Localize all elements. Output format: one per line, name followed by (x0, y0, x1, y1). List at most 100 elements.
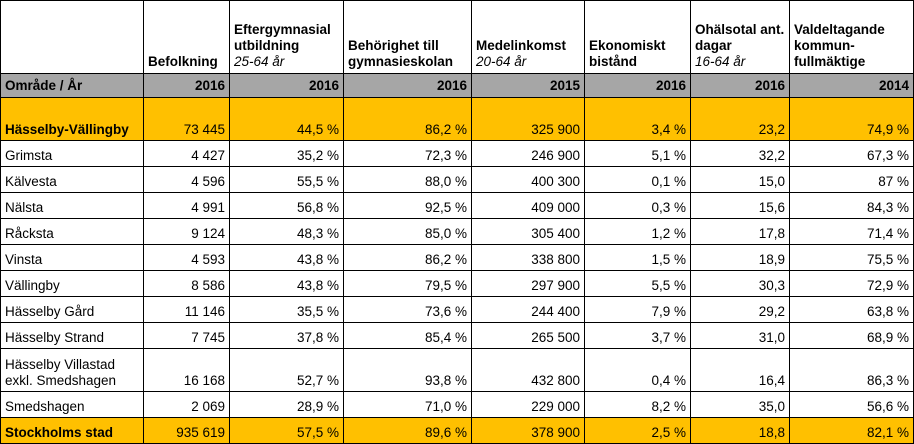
row-label-cell: Vinsta (0, 244, 144, 271)
value-cell: 85,4 % (343, 322, 472, 349)
table-row: Smedshagen 2 069 28,9 % 71,0 % 229 000 8,2 % 3… (0, 391, 914, 418)
row-label-cell: Nälsta (0, 192, 144, 219)
value-cell: 85,0 % (343, 218, 472, 245)
year-row: Område / År 2016 2016 2016 2015 2016 201… (0, 73, 914, 98)
table-row: Kälvesta 4 596 55,5 % 88,0 % 400 300 0,1 % 15,… (0, 166, 914, 193)
table-row: Hässelby Villastad exkl. Smedshagen 16 16… (0, 348, 914, 392)
value-cell: 43,8 % (229, 244, 344, 271)
value-cell: 79,5 % (343, 270, 472, 297)
value-cell: 4 593 (143, 244, 230, 271)
value-cell: 15,0 (690, 166, 790, 193)
row-label-cell: Stockholms stad (0, 417, 144, 444)
value-cell: 31,0 (690, 322, 790, 349)
row-label-cell: Smedshagen (0, 391, 144, 418)
row-label-cell: Hässelby Villastad exkl. Smedshagen (0, 348, 144, 392)
value-cell: 48,3 % (229, 218, 344, 245)
header-cell-voter-turnout: Valdeltagande kommun-fullmäktige (789, 0, 914, 74)
value-cell: 72,9 % (789, 270, 914, 297)
value-cell: 3,7 % (584, 322, 691, 349)
table-row: Råcksta 9 124 48,3 % 85,0 % 305 400 1,2 % 17,8… (0, 218, 914, 245)
value-cell: 75,5 % (789, 244, 914, 271)
row-label-cell: Råcksta (0, 218, 144, 245)
value-cell: 92,5 % (343, 192, 472, 219)
value-cell: 67,3 % (789, 140, 914, 167)
value-cell: 3,4 % (584, 97, 691, 141)
value-cell: 93,8 % (343, 348, 472, 392)
value-cell: 68,9 % (789, 322, 914, 349)
header-row: Befolkning Eftergymnasial utbildning 25-6… (0, 0, 914, 74)
value-cell: 2 069 (143, 391, 230, 418)
value-cell: 305 400 (471, 218, 585, 245)
value-cell: 37,8 % (229, 322, 344, 349)
value-cell: 1,5 % (584, 244, 691, 271)
year-cell: 2016 (343, 73, 472, 98)
value-cell: 63,8 % (789, 296, 914, 323)
table-row: Hässelby Gård 11 146 35,5 % 73,6 % 244 400 7,… (0, 296, 914, 323)
year-cell: Område / År (0, 73, 144, 98)
value-cell: 229 000 (471, 391, 585, 418)
value-cell: 23,2 (690, 97, 790, 141)
value-cell: 89,6 % (343, 417, 472, 444)
value-cell: 16 168 (143, 348, 230, 392)
value-cell: 88,0 % (343, 166, 472, 193)
year-cell: 2016 (143, 73, 230, 98)
value-cell: 82,1 % (789, 417, 914, 444)
value-cell: 73 445 (143, 97, 230, 141)
row-label-cell: Kälvesta (0, 166, 144, 193)
header-cell-financial-assistance: Ekonomiskt bistånd (584, 0, 691, 74)
row-label-cell: Vällingby (0, 270, 144, 297)
value-cell: 297 900 (471, 270, 585, 297)
value-cell: 35,2 % (229, 140, 344, 167)
value-cell: 17,8 (690, 218, 790, 245)
value-cell: 44,5 % (229, 97, 344, 141)
value-cell: 4 596 (143, 166, 230, 193)
year-cell: 2016 (229, 73, 344, 98)
value-cell: 72,3 % (343, 140, 472, 167)
value-cell: 32,2 (690, 140, 790, 167)
value-cell: 5,1 % (584, 140, 691, 167)
value-cell: 30,3 (690, 270, 790, 297)
value-cell: 5,5 % (584, 270, 691, 297)
value-cell: 2,5 % (584, 417, 691, 444)
table-row: Hässelby Strand 7 745 37,8 % 85,4 % 265 500 3… (0, 322, 914, 349)
value-cell: 0,3 % (584, 192, 691, 219)
table-row: Vällingby 8 586 43,8 % 79,5 % 297 900 5,5 % 30… (0, 270, 914, 297)
value-cell: 43,8 % (229, 270, 344, 297)
table-row: Stockholms stad 935 619 57,5 % 89,6 % 378 90… (0, 417, 914, 444)
value-cell: 84,3 % (789, 192, 914, 219)
value-cell: 338 800 (471, 244, 585, 271)
row-label-cell: Hässelby-Vällingby (0, 97, 144, 141)
value-cell: 9 124 (143, 218, 230, 245)
header-cell-average-income: Medelinkomst 20-64 år (471, 0, 585, 74)
value-cell: 4 427 (143, 140, 230, 167)
year-cell: 2016 (584, 73, 691, 98)
table-row: Hässelby-Vällingby 73 445 44,5 % 86,2 % 325 … (0, 97, 914, 141)
value-cell: 28,9 % (229, 391, 344, 418)
value-cell: 0,4 % (584, 348, 691, 392)
value-cell: 35,0 (690, 391, 790, 418)
value-cell: 8 586 (143, 270, 230, 297)
value-cell: 15,6 (690, 192, 790, 219)
value-cell: 74,9 % (789, 97, 914, 141)
year-cell: 2014 (789, 73, 914, 98)
value-cell: 246 900 (471, 140, 585, 167)
value-cell: 0,1 % (584, 166, 691, 193)
header-cell-upper-secondary-eligibility: Behörighet till gymnasieskolan (343, 0, 472, 74)
table-row: Vinsta 4 593 43,8 % 86,2 % 338 800 1,5 % 18,9 7… (0, 244, 914, 271)
value-cell: 325 900 (471, 97, 585, 141)
value-cell: 16,4 (690, 348, 790, 392)
value-cell: 432 800 (471, 348, 585, 392)
value-cell: 7,9 % (584, 296, 691, 323)
value-cell: 55,5 % (229, 166, 344, 193)
value-cell: 86,3 % (789, 348, 914, 392)
value-cell: 86,2 % (343, 244, 472, 271)
value-cell: 378 900 (471, 417, 585, 444)
value-cell: 11 146 (143, 296, 230, 323)
value-cell: 29,2 (690, 296, 790, 323)
value-cell: 7 745 (143, 322, 230, 349)
value-cell: 4 991 (143, 192, 230, 219)
value-cell: 265 500 (471, 322, 585, 349)
value-cell: 52,7 % (229, 348, 344, 392)
header-cell-sickness-days: Ohälsotal ant. dagar 16-64 år (690, 0, 790, 74)
